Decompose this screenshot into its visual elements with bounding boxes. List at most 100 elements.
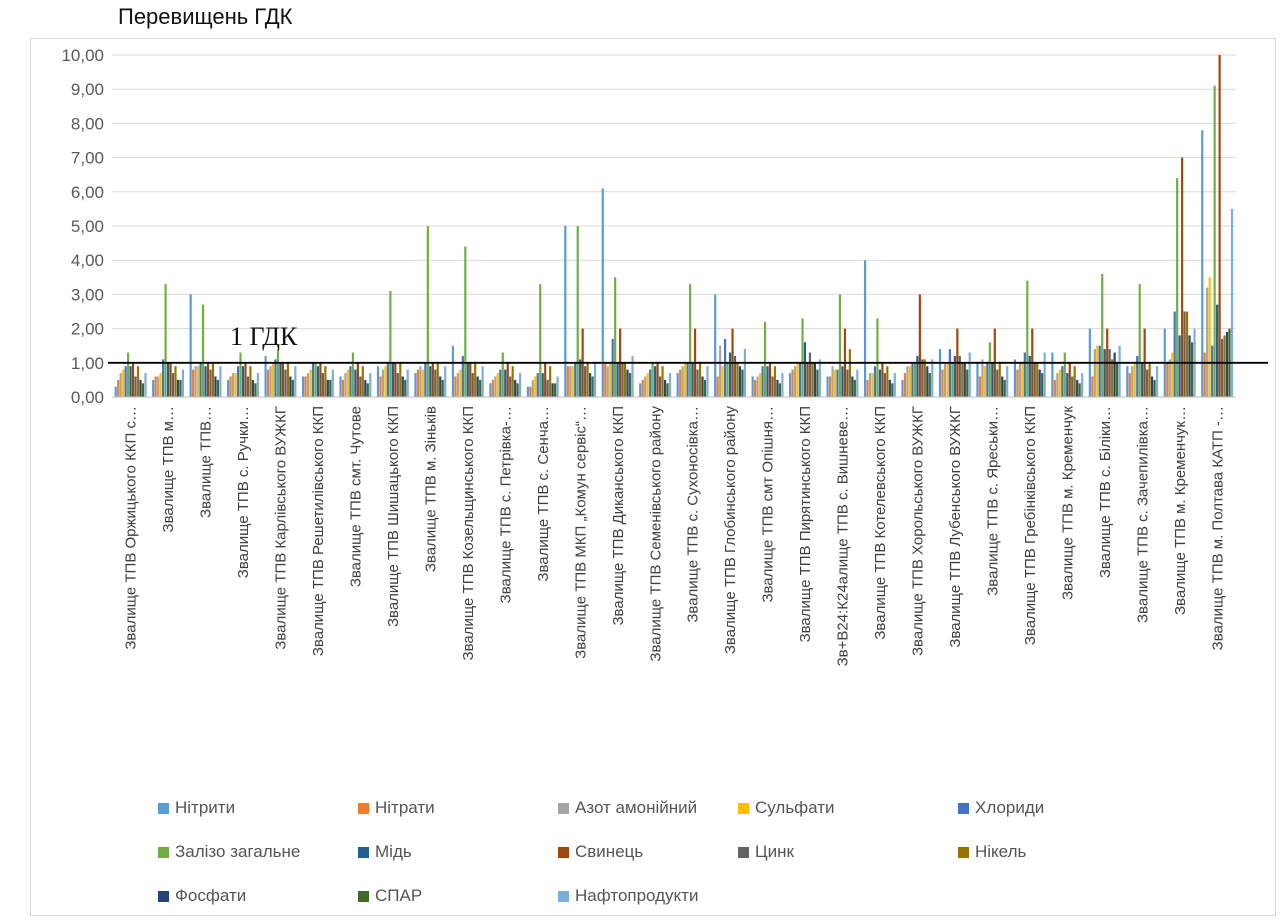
bar <box>1063 352 1066 397</box>
bar <box>1053 379 1056 397</box>
bar <box>853 379 856 397</box>
bar <box>801 318 804 397</box>
legend-label: Хлориди <box>975 798 1045 817</box>
legend-label: СПАР <box>375 886 423 905</box>
bar <box>164 284 167 397</box>
bar <box>996 369 999 397</box>
bar <box>356 362 359 397</box>
bar <box>399 362 402 397</box>
bar <box>479 379 482 397</box>
bar <box>1136 355 1139 397</box>
bar <box>586 362 589 397</box>
bar <box>331 369 334 397</box>
bar <box>244 362 247 397</box>
bar <box>733 355 737 397</box>
bar <box>726 362 729 397</box>
bar <box>724 338 727 397</box>
y-tick-label: 2,00 <box>71 320 104 339</box>
legend-swatch <box>158 846 169 858</box>
bar <box>266 369 270 397</box>
bar <box>941 369 944 397</box>
bar <box>663 379 667 397</box>
bar <box>274 359 277 397</box>
bar <box>963 362 966 397</box>
bar <box>571 366 574 397</box>
bar <box>236 366 240 397</box>
bar <box>881 362 884 397</box>
bar <box>838 294 842 397</box>
bar <box>876 318 879 397</box>
bar <box>434 369 437 397</box>
bar <box>269 366 272 397</box>
bar <box>339 376 342 397</box>
bar <box>931 359 934 397</box>
bar <box>719 345 722 397</box>
bar <box>281 362 285 397</box>
bar <box>836 369 839 397</box>
legend-label: Азот амонійний <box>575 798 698 817</box>
bar <box>426 226 429 397</box>
bar <box>1128 373 1131 397</box>
bar <box>738 366 742 397</box>
bar <box>886 366 889 397</box>
bar <box>192 369 195 397</box>
x-tick-label: Звалище ТПВ м. Кременчук… <box>1172 406 1189 615</box>
bar <box>1166 362 1169 397</box>
bar <box>938 349 942 397</box>
bar <box>913 362 916 397</box>
x-tick-label: Звалище ТПВ Шишацького ККП <box>385 406 402 627</box>
bar <box>1183 311 1186 397</box>
bar <box>181 369 185 397</box>
legend-swatch <box>158 890 169 902</box>
bar <box>1131 366 1134 397</box>
bar <box>114 386 117 397</box>
bar <box>1116 362 1119 397</box>
legend-swatch <box>358 802 369 814</box>
bar <box>741 369 744 397</box>
bar <box>501 352 504 397</box>
x-tick-label: Звалище ТПВ м. Зіньків <box>422 406 439 572</box>
legend-swatch <box>738 846 749 858</box>
bar <box>1108 349 1111 397</box>
y-tick-label: 9,00 <box>71 80 104 99</box>
bar <box>1023 352 1026 397</box>
bar <box>466 362 469 397</box>
x-tick-label: Звалище ТПВ м. Полтава КАТП -… <box>1209 406 1226 650</box>
bar <box>1073 366 1076 397</box>
legend-swatch <box>158 802 169 814</box>
bar <box>1038 369 1041 397</box>
bar <box>644 376 647 397</box>
legend-item: Нікель <box>958 842 1026 862</box>
legend: Нітрити Нітрати Азот амонійний Сульфати Хлор… <box>158 790 1158 910</box>
bar <box>436 362 439 397</box>
bar <box>1186 311 1189 397</box>
bar <box>604 362 607 397</box>
bar <box>893 373 896 397</box>
bar <box>728 352 732 397</box>
bar <box>127 352 130 397</box>
bar <box>364 379 367 397</box>
bar <box>384 366 387 397</box>
bar <box>866 379 869 397</box>
bar <box>396 373 399 397</box>
bar <box>234 373 237 397</box>
bar <box>246 376 250 397</box>
bar <box>614 277 617 397</box>
bar <box>828 376 832 397</box>
bar <box>848 349 851 397</box>
bar <box>1061 366 1064 397</box>
bar <box>214 376 217 397</box>
bar <box>144 373 147 397</box>
bar <box>771 376 774 397</box>
chart-frame <box>30 38 1276 916</box>
bar <box>1181 157 1184 397</box>
bar <box>808 352 812 397</box>
bar <box>239 352 242 397</box>
bar <box>489 383 492 397</box>
bar <box>431 362 434 397</box>
bar <box>209 369 212 397</box>
bar <box>1168 359 1171 397</box>
y-tick-label: 0,00 <box>71 388 104 407</box>
bar <box>903 373 907 397</box>
